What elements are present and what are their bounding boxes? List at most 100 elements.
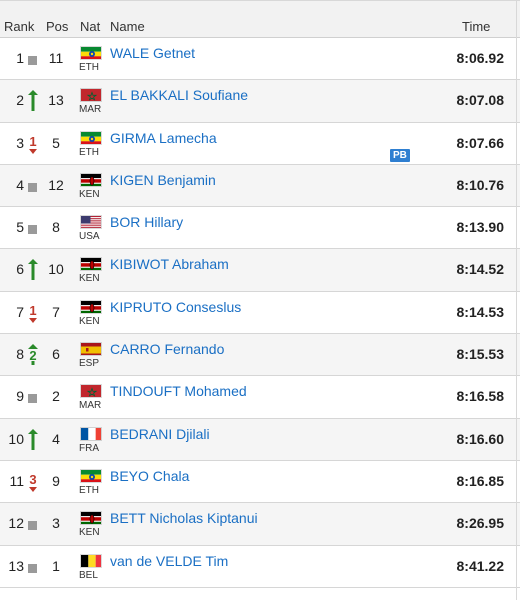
athlete-name-link[interactable]: BEDRANI Djilali: [110, 425, 210, 442]
athlete-name-link[interactable]: EL BAKKALI Soufiane: [110, 87, 249, 104]
nation-code: KEN: [79, 273, 100, 285]
position-number: 5: [52, 134, 60, 151]
flag-icon: [80, 468, 102, 483]
athlete-name-link[interactable]: van de VELDE Tim: [110, 552, 229, 569]
flag-icon: [80, 257, 102, 272]
position-number: 6: [52, 346, 60, 363]
result-time: 8:14.52: [456, 261, 504, 278]
rank-number: 4: [16, 176, 24, 193]
header-pos[interactable]: Pos: [46, 19, 69, 34]
table-row: 4 12 KEN KIGEN Benjamin 8:10.76: [0, 164, 520, 208]
nation-code: KEN: [79, 527, 100, 539]
personal-best-badge: PB: [390, 148, 410, 162]
flag-icon: [80, 384, 102, 399]
flag-icon: [80, 46, 102, 60]
flag-icon: [80, 172, 102, 187]
athlete-name-link[interactable]: CARRO Fernando: [110, 341, 225, 358]
table-row: 11 3 9 ETH BEYO Chala 8:16.85: [0, 461, 520, 504]
header-rank[interactable]: Rank: [4, 19, 35, 34]
position-number: 1: [52, 557, 60, 574]
nation-code: KEN: [79, 315, 100, 327]
rank-change-indicator: 1: [27, 302, 39, 324]
nation-code: ETH: [79, 484, 99, 496]
rank-number: 1: [16, 50, 24, 66]
result-time: 8:41.22: [456, 557, 504, 574]
athlete-name-link[interactable]: BEYO Chala: [110, 467, 190, 484]
rank-change-indicator: [27, 386, 39, 408]
unchanged-icon: [28, 521, 37, 531]
result-time: 8:16.60: [456, 430, 504, 447]
position-number: 2: [52, 388, 60, 405]
table-row: 1 11 ETH WALE Getnet 8:06.92: [0, 38, 520, 81]
position-number: 10: [48, 261, 64, 278]
table-row: 5 8 USA BOR Hillary 8:13.90: [0, 207, 520, 250]
rank-change-count: 3: [29, 471, 37, 487]
rank-change-indicator: [27, 513, 39, 535]
header-name[interactable]: Name: [110, 19, 145, 34]
unchanged-icon: [28, 563, 37, 573]
rank-change-indicator: 1: [27, 90, 39, 112]
header-nat[interactable]: Nat: [80, 19, 101, 34]
nation-code: KEN: [79, 188, 100, 200]
result-time: 8:26.95: [456, 515, 504, 532]
athlete-name-link[interactable]: KIPRUTO Conseslus: [110, 298, 242, 315]
flag-icon: [80, 511, 102, 526]
nation-code: USA: [79, 231, 100, 243]
rank-change-indicator: 1: [27, 133, 39, 155]
flag-icon: [80, 88, 102, 103]
result-time: 8:14.53: [456, 303, 504, 320]
rank-change-indicator: [27, 48, 39, 70]
athlete-name-link[interactable]: BOR Hillary: [110, 214, 184, 231]
rank-number: 10: [8, 430, 24, 447]
rank-number: 2: [16, 92, 24, 109]
table-row: 12 3 KEN BETT Nicholas Kiptanui 8:26.95: [0, 503, 520, 546]
table-border: [516, 0, 517, 600]
rank-number: 12: [8, 515, 24, 532]
rank-number: 8: [16, 346, 24, 363]
rank-change-count: 2: [29, 348, 37, 364]
position-number: 13: [48, 92, 64, 109]
rank-change-indicator: [27, 217, 39, 239]
athlete-name-link[interactable]: BETT Nicholas Kiptanui: [110, 510, 258, 527]
nation-code: ESP: [79, 358, 100, 370]
nation-code: MAR: [79, 400, 102, 412]
position-number: 7: [52, 303, 60, 320]
rank-number: 3: [16, 134, 24, 151]
rank-number: 5: [16, 219, 24, 236]
athlete-name-link[interactable]: KIGEN Benjamin: [110, 171, 216, 188]
position-number: 11: [48, 50, 64, 66]
table-row: 2 1 13 MAR EL BAKKALI Soufiane 8:07.08: [0, 80, 520, 123]
athlete-name-link[interactable]: GIRMA Lamecha: [110, 129, 217, 146]
rank-number: 9: [16, 388, 24, 405]
flag-icon: [80, 215, 102, 230]
position-number: 4: [52, 430, 60, 447]
result-time: 8:16.58: [456, 388, 504, 405]
athlete-name-link[interactable]: TINDOUFT Mohamed: [110, 383, 247, 400]
nation-code: ETH: [79, 62, 99, 73]
unchanged-icon: [28, 225, 37, 235]
flag-icon: [80, 553, 102, 568]
rank-change-indicator: 1: [27, 428, 39, 451]
position-number: 9: [52, 472, 60, 489]
rank-change-indicator: [27, 175, 39, 197]
flag-icon: [80, 299, 102, 314]
athlete-name-link[interactable]: KIBIWOT Abraham: [110, 256, 229, 273]
table-row: 13 1 BEL van de VELDE Tim 8:41.22: [0, 546, 520, 588]
result-time: 8:06.92: [456, 50, 504, 66]
position-number: 8: [52, 219, 60, 236]
table-header: Rank Pos Nat Name Time: [0, 0, 520, 38]
result-time: 8:07.08: [456, 92, 504, 109]
unchanged-icon: [28, 56, 37, 65]
result-time: 8:16.85: [456, 472, 504, 489]
rank-change-indicator: 2: [27, 344, 39, 366]
rank-number: 11: [9, 472, 24, 489]
header-time[interactable]: Time: [462, 19, 491, 34]
nation-code: FRA: [79, 442, 99, 454]
rank-change-count: 1: [29, 302, 37, 318]
result-time: 8:07.66: [456, 134, 504, 151]
flag-icon: [80, 130, 102, 145]
athlete-name-link[interactable]: WALE Getnet: [110, 45, 196, 61]
table-row: 6 1 10 KEN KIBIWOT Abraham 8:14.52: [0, 249, 520, 292]
result-time: 8:15.53: [456, 346, 504, 363]
result-time: 8:13.90: [456, 219, 504, 236]
